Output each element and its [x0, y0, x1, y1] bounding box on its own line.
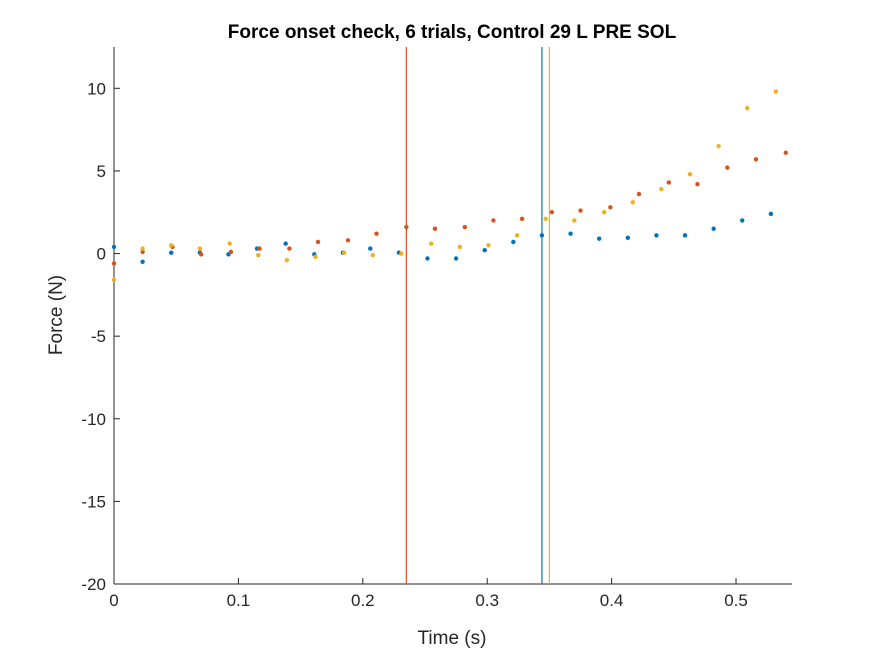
data-point-series-3	[486, 243, 491, 248]
data-point-series-3	[227, 241, 232, 246]
data-point-series-2	[111, 261, 117, 266]
data-point-series-2	[636, 191, 642, 197]
data-point-series-1	[453, 256, 459, 261]
x-tick-label: 0.3	[475, 591, 499, 610]
data-point-series-1	[425, 256, 430, 261]
data-point-series-2	[666, 180, 672, 185]
data-point-series-1	[169, 250, 174, 255]
data-point-series-2	[695, 181, 700, 187]
data-point-series-1	[140, 259, 145, 264]
x-tick-label: 0.1	[227, 591, 251, 610]
y-tick-label: 10	[87, 79, 106, 98]
data-point-series-3	[773, 89, 779, 94]
x-tick-label: 0.2	[351, 591, 375, 610]
data-point-series-3	[659, 186, 664, 192]
data-point-series-1	[511, 239, 516, 245]
data-point-series-2	[140, 249, 145, 255]
onset-lines	[405, 47, 551, 584]
data-point-series-3	[457, 244, 463, 250]
data-point-series-3	[111, 277, 117, 283]
data-point-series-2	[228, 249, 234, 255]
data-point-series-2	[519, 216, 525, 222]
data-point-series-3	[514, 233, 520, 238]
x-tick-label: 0.5	[724, 591, 748, 610]
data-point-series-1	[596, 236, 602, 241]
data-point-series-2	[783, 150, 788, 155]
data-point-series-2	[257, 246, 262, 251]
data-point-series-3	[716, 143, 721, 149]
data-point-series-3	[341, 250, 347, 255]
x-tick-label: 0	[109, 591, 118, 610]
data-point-series-2	[753, 157, 759, 162]
data-point-series-2	[491, 218, 496, 223]
y-tick-label: -15	[81, 492, 106, 511]
y-tick-label: -5	[91, 327, 106, 346]
data-point-series-1	[654, 233, 659, 238]
data-point-series-3	[572, 218, 577, 223]
data-point-series-1	[711, 226, 716, 231]
data-point-series-1	[283, 241, 288, 246]
data-point-series-1	[368, 246, 373, 251]
data-point-series-2	[608, 205, 613, 210]
chart-title: Force onset check, 6 trials, Control 29 …	[228, 22, 677, 43]
data-point-series-1	[682, 233, 688, 238]
data-point-series-3	[601, 210, 607, 215]
data-point-series-2	[374, 231, 379, 236]
data-point-series-3	[370, 252, 375, 258]
y-tick-label: -20	[81, 575, 106, 594]
data-point-series-1	[768, 211, 774, 217]
y-tick-label: -10	[81, 410, 106, 429]
data-point-series-1	[482, 248, 487, 253]
data-point-series-2	[725, 165, 730, 170]
y-tick-label: 0	[97, 245, 106, 264]
y-tick-label: 5	[97, 162, 106, 181]
plot-area: 0 0.1 0.2 0.3 0.4 0.5 -20 -15 -10 -5 0 5 10	[81, 47, 792, 610]
data-point-series-2	[462, 224, 468, 230]
data-point-series-1	[539, 233, 545, 238]
data-points	[111, 89, 788, 283]
x-axis-label: Time (s)	[418, 628, 487, 649]
x-tick-label: 0.4	[600, 591, 624, 610]
data-point-series-3	[429, 241, 434, 246]
data-point-series-3	[745, 105, 750, 111]
data-point-series-2	[198, 252, 204, 257]
data-point-series-2	[549, 210, 555, 215]
data-point-series-3	[399, 251, 404, 256]
data-point-series-1	[568, 231, 573, 236]
y-axis-label: Force (N)	[46, 275, 67, 355]
data-point-series-1	[625, 235, 630, 241]
data-point-series-2	[315, 239, 321, 245]
data-point-series-3	[543, 216, 548, 222]
data-point-series-3	[284, 257, 290, 263]
data-point-series-2	[345, 238, 351, 243]
y-ticks: -20 -15 -10 -5 0 5 10	[81, 79, 120, 594]
data-point-series-3	[197, 246, 203, 251]
data-point-series-2	[432, 226, 438, 231]
data-point-series-2	[578, 208, 583, 213]
data-point-series-3	[687, 172, 693, 177]
data-point-series-3	[313, 254, 318, 260]
data-point-series-3	[140, 246, 145, 251]
data-point-series-2	[287, 246, 292, 251]
data-point-series-2	[404, 224, 409, 230]
data-point-series-3	[630, 200, 635, 205]
x-ticks: 0 0.1 0.2 0.3 0.4 0.5	[109, 578, 748, 610]
data-point-series-1	[740, 218, 745, 223]
data-point-series-3	[169, 243, 174, 248]
data-point-series-3	[256, 252, 261, 258]
data-point-series-1	[111, 244, 117, 250]
